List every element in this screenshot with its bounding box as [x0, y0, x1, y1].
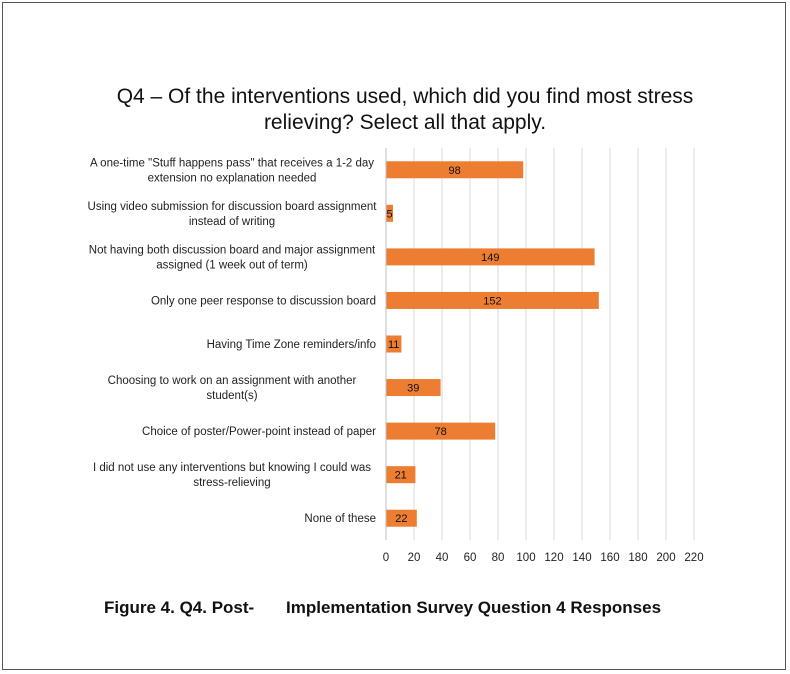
category-label-8-0: None of these [304, 513, 376, 525]
category-label-1-0: Using video submission for discussion bo… [88, 201, 378, 213]
caption-part-2: Implementation Survey Question 4 Respons… [286, 598, 662, 617]
figure-caption: Figure 4. Q4. Post- Implementation Surve… [0, 598, 790, 620]
bar-8 [386, 509, 417, 527]
bar-2 [386, 248, 595, 266]
chart-title-line-2: relieving? Select all that apply. [263, 111, 547, 134]
x-tick-label-220: 220 [684, 552, 703, 564]
data-label-3: 152 [483, 295, 501, 307]
category-label-0-1: extension no explanation needed [148, 172, 317, 184]
data-label-5: 39 [407, 383, 419, 395]
bar-0 [386, 161, 524, 179]
chart-title: Q4 – Of the interventions used, which di… [60, 84, 750, 136]
data-label-0: 98 [448, 165, 460, 177]
x-tick-label-160: 160 [600, 552, 619, 564]
bar-4 [386, 335, 402, 353]
x-tick-label-100: 100 [516, 552, 535, 564]
category-label-4-0: Having Time Zone reminders/info [207, 339, 376, 351]
bar-7 [386, 466, 416, 484]
caption-part-1: Figure 4. Q4. Post- [104, 598, 255, 617]
category-label-6-0: Choice of poster/Power-point instead of … [142, 426, 376, 438]
data-label-4: 11 [388, 339, 399, 351]
chart-title-line-1: Q4 – Of the interventions used, which di… [116, 85, 694, 108]
data-label-2: 149 [481, 252, 499, 264]
category-label-0-0: A one-time "Stuff happens pass" that rec… [90, 157, 374, 169]
x-tick-label-180: 180 [628, 552, 647, 564]
category-label-5-0: Choosing to work on an assignment with a… [108, 375, 357, 387]
x-tick-label-120: 120 [544, 552, 563, 564]
x-tick-label-200: 200 [656, 552, 675, 564]
category-label-7-1: stress-relieving [193, 477, 270, 489]
x-tick-label-20: 20 [408, 552, 421, 564]
category-label-5-1: student(s) [206, 390, 257, 402]
x-tick-label-140: 140 [572, 552, 591, 564]
x-tick-label-0: 0 [383, 552, 389, 564]
x-tick-label-40: 40 [436, 552, 449, 564]
category-label-3-0: Only one peer response to discussion boa… [151, 295, 376, 307]
category-label-2-1: assigned (1 week out of term) [156, 259, 308, 271]
category-label-2-0: Not having both discussion board and maj… [89, 244, 376, 256]
data-label-7: 21 [395, 470, 407, 482]
data-label-1: 5 [386, 208, 392, 220]
data-label-8: 22 [395, 513, 407, 525]
x-tick-label-80: 80 [492, 552, 505, 564]
bar-3 [386, 291, 599, 309]
bar-6 [386, 422, 496, 440]
bar-1 [386, 204, 393, 222]
category-label-7-0: I did not use any interventions but know… [93, 462, 371, 474]
category-label-1-1: instead of writing [189, 216, 275, 228]
data-label-6: 78 [434, 426, 446, 438]
bar-5 [386, 379, 441, 397]
x-tick-label-60: 60 [464, 552, 477, 564]
